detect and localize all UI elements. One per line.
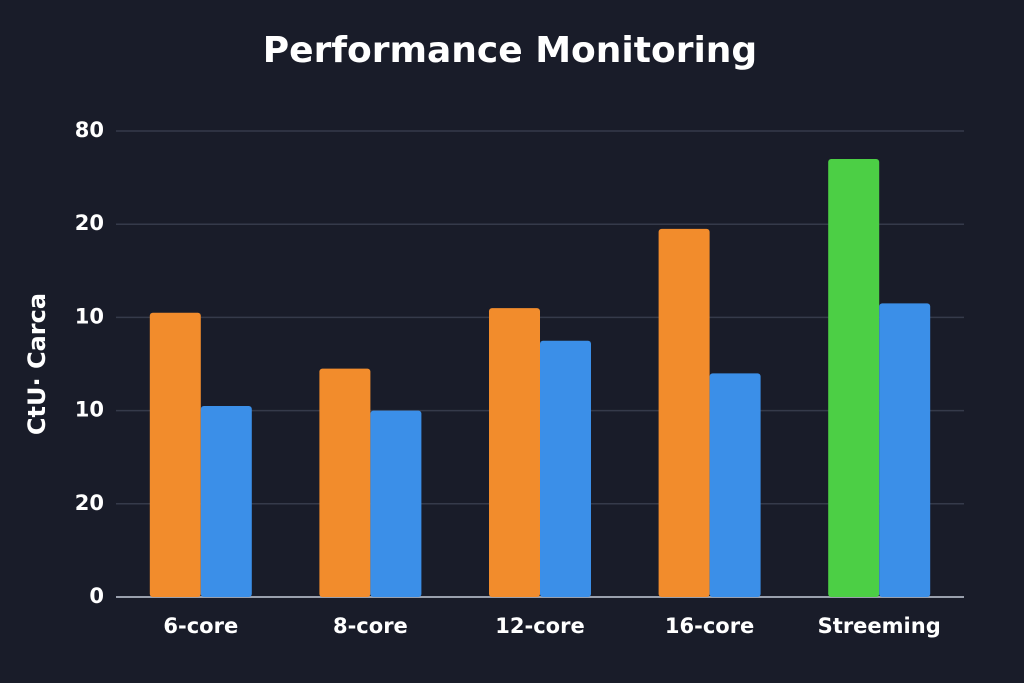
bar xyxy=(709,373,761,597)
bar xyxy=(540,340,591,597)
x-tick-label: 6-core xyxy=(163,614,238,638)
bar xyxy=(879,303,931,597)
bar xyxy=(489,308,540,597)
y-tick-label: 80 xyxy=(75,118,104,142)
bar xyxy=(149,312,201,597)
x-tick-label: 8-core xyxy=(333,614,408,638)
bar xyxy=(658,228,710,598)
bar xyxy=(370,410,422,597)
x-tick-label: Streeming xyxy=(818,614,941,638)
x-tick-label: 16-core xyxy=(665,614,754,638)
y-tick-label: 0 xyxy=(89,584,104,608)
bar xyxy=(319,368,371,597)
y-tick-label: 20 xyxy=(75,491,104,515)
bar xyxy=(828,158,880,597)
y-tick-label: 20 xyxy=(75,211,104,235)
y-tick-label: 10 xyxy=(75,304,104,328)
bar xyxy=(200,405,252,597)
y-axis-label: CtU· Carca xyxy=(23,293,51,435)
y-tick-label: 10 xyxy=(75,398,104,422)
chart-title: Performance Monitoring xyxy=(263,30,757,71)
x-tick-label: 12-core xyxy=(495,614,584,638)
